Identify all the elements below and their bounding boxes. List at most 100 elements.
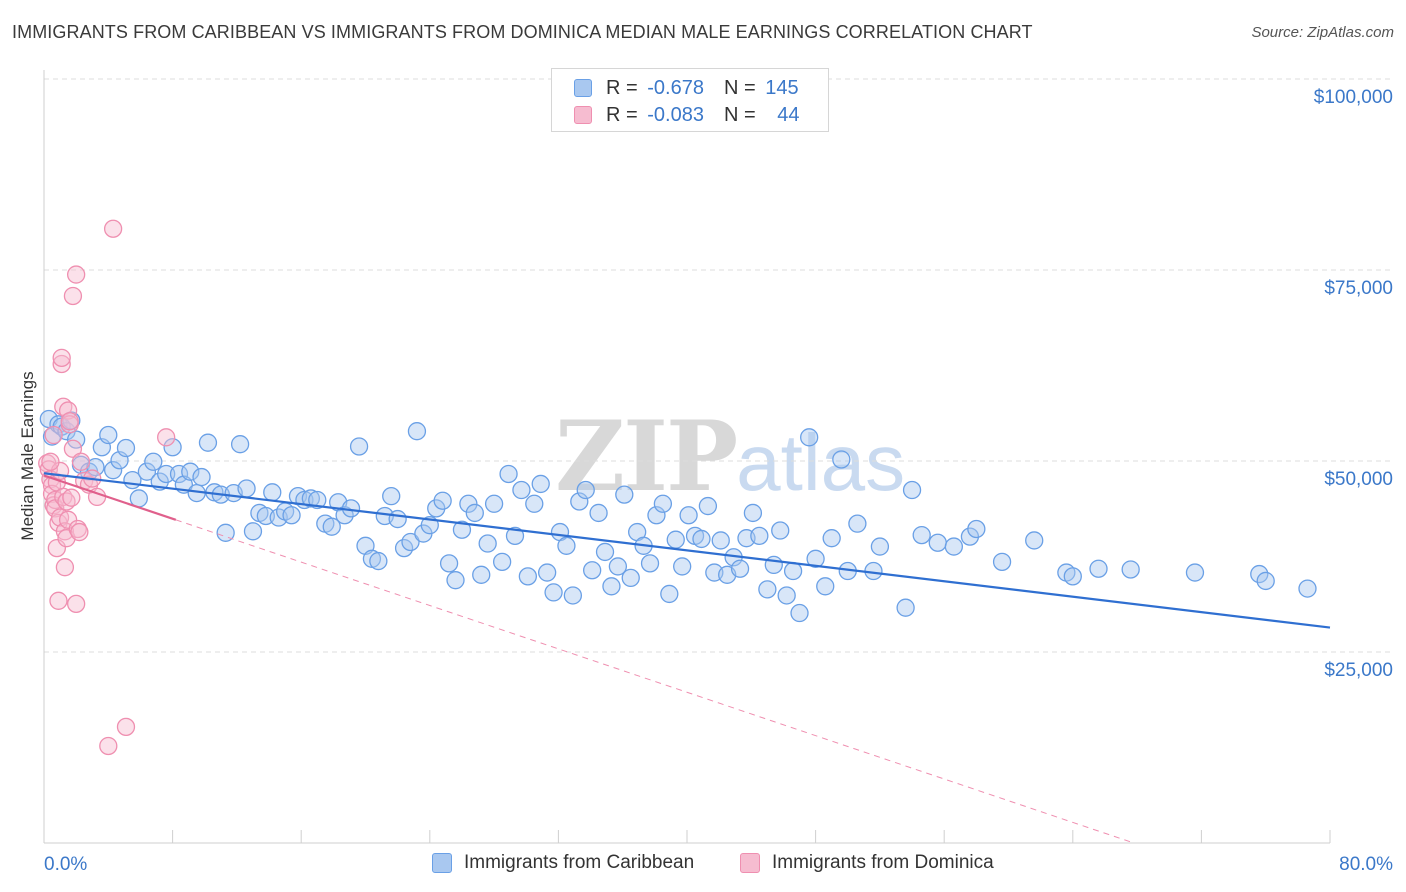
point-caribbean [99,425,118,445]
point-caribbean [1298,579,1317,598]
point-caribbean [169,464,189,484]
point-caribbean [439,554,459,573]
point-caribbean [621,568,640,588]
legend-swatch-dominica [740,853,760,873]
point-caribbean [771,521,790,540]
point-caribbean [388,509,407,529]
y-axis-label: Median Male Earnings [18,371,37,540]
trendline-dominica-extended [175,519,1135,844]
legend-item-caribbean[interactable]: Immigrants from Caribbean [432,852,694,874]
point-dominica [63,286,83,306]
point-caribbean [583,561,602,580]
point-caribbean [525,494,544,513]
point-caribbean [163,438,182,457]
watermark: ZIPatlas [555,400,905,513]
y-tick-label: $75,000 [1324,278,1393,299]
point-caribbean [103,461,123,480]
point-dominica [67,265,86,284]
point-caribbean [595,542,615,562]
legend-r-label: R = [606,76,644,99]
source-label: Source: ZipAtlas.com [1251,24,1394,41]
point-caribbean [679,506,698,525]
legend-swatch-dominica [574,106,592,124]
point-caribbean [492,552,512,571]
point-caribbean [666,530,685,549]
point-caribbean [602,577,621,596]
point-caribbean [967,519,986,539]
point-caribbean [407,422,427,441]
point-dominica [58,510,78,529]
x-tick-label: 0.0% [44,854,87,875]
point-caribbean [1063,567,1082,586]
point-caribbean [484,494,504,513]
point-caribbean [800,428,819,447]
point-caribbean [137,462,157,481]
point-caribbean [401,532,420,552]
legend-row-dominica: R = -0.083 N = 44 [574,104,799,126]
point-caribbean [615,485,634,504]
point-dominica [52,354,71,374]
point-caribbean [563,586,583,605]
point-dominica [68,519,87,539]
point-caribbean [557,536,576,555]
point-dominica [103,219,123,238]
point-dominica [62,488,81,507]
x-tick-label: 80.0% [1339,854,1393,875]
point-caribbean [116,438,136,458]
legend-r-value: -0.678 [647,76,704,99]
point-caribbean [758,580,777,599]
legend-n-label: N = [723,103,762,126]
point-caribbean [660,584,679,604]
point-caribbean [1121,560,1140,579]
point-caribbean [870,537,890,556]
legend-r-label: R = [606,103,644,126]
point-caribbean [369,551,388,571]
axes [43,70,1331,844]
point-caribbean [499,464,518,484]
point-caribbean [181,462,200,481]
legend-label-dominica: Immigrants from Dominica [772,852,994,873]
legend-item-dominica[interactable]: Immigrants from Dominica [740,852,994,874]
point-caribbean [537,563,557,582]
point-caribbean [570,492,589,511]
trendline-dominica [43,474,177,521]
point-caribbean [822,529,841,548]
point-dominica [67,594,86,614]
point-caribbean [157,464,176,484]
series-legend: Immigrants from Caribbean Immigrants fro… [0,852,1406,878]
point-caribbean [216,523,235,542]
point-caribbean [349,437,369,456]
legend-label-caribbean: Immigrants from Caribbean [464,852,695,873]
point-caribbean [711,531,730,550]
legend-swatch-caribbean [574,79,592,97]
point-caribbean [263,483,282,502]
point-dominica [44,425,63,445]
point-caribbean [531,474,550,494]
point-caribbean [301,489,320,508]
point-caribbean [308,490,327,510]
point-caribbean [653,494,673,513]
point-caribbean [382,486,401,506]
point-caribbean [816,577,835,596]
point-caribbean [1256,571,1275,591]
point-caribbean [806,549,825,568]
y-tick-label: $50,000 [1324,469,1393,490]
series-caribbean [39,409,1317,623]
legend-swatch-caribbean [432,853,452,873]
point-caribbean [608,557,628,576]
point-caribbean [472,565,491,584]
point-dominica [63,439,83,458]
point-caribbean [912,525,931,545]
point-dominica [70,522,89,542]
point-caribbean [230,435,250,454]
point-dominica [116,717,136,737]
point-caribbean [698,496,718,516]
watermark-atlas: atlas [736,418,906,507]
point-caribbean [512,480,531,500]
tick-labels: $25,000 $50,000 $75,000 $100,000 0.0% 80.0% [44,87,1393,875]
point-caribbean [902,480,922,500]
point-caribbean [446,571,465,590]
point-caribbean [478,534,497,553]
point-caribbean [750,526,769,546]
